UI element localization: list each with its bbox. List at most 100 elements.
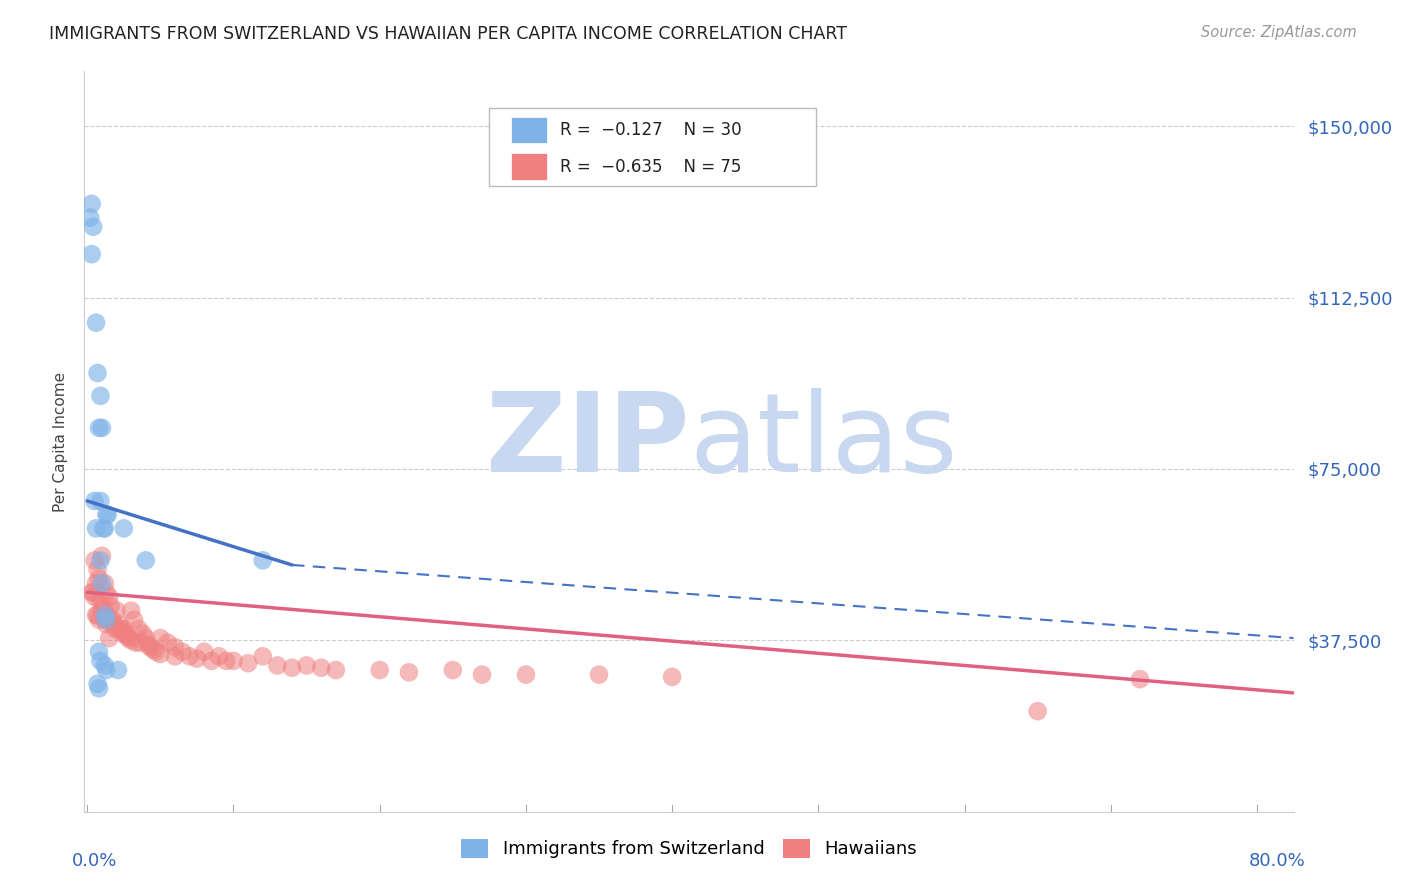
Point bbox=[90, 549, 112, 563]
Text: R =  −0.635    N = 75: R = −0.635 N = 75 bbox=[560, 158, 741, 176]
Text: ZIP: ZIP bbox=[485, 388, 689, 495]
Text: IMMIGRANTS FROM SWITZERLAND VS HAWAIIAN PER CAPITA INCOME CORRELATION CHART: IMMIGRANTS FROM SWITZERLAND VS HAWAIIAN … bbox=[49, 25, 848, 43]
Point bbox=[90, 604, 112, 618]
Point bbox=[101, 613, 124, 627]
FancyBboxPatch shape bbox=[512, 153, 547, 180]
Point bbox=[93, 599, 115, 613]
Point bbox=[96, 508, 118, 522]
Point bbox=[193, 645, 215, 659]
Text: R =  −0.127    N = 30: R = −0.127 N = 30 bbox=[560, 121, 741, 139]
Point bbox=[172, 645, 194, 659]
Point bbox=[129, 635, 152, 649]
Point bbox=[98, 631, 121, 645]
Point bbox=[96, 617, 118, 632]
Point bbox=[87, 421, 110, 435]
Point bbox=[94, 613, 117, 627]
Point bbox=[89, 553, 111, 567]
Point bbox=[84, 316, 107, 330]
Point bbox=[111, 626, 134, 640]
Point bbox=[139, 640, 162, 655]
Point bbox=[441, 663, 464, 677]
FancyBboxPatch shape bbox=[489, 109, 815, 186]
Point bbox=[120, 604, 142, 618]
Point bbox=[105, 604, 128, 618]
Point bbox=[98, 590, 121, 604]
Point bbox=[163, 649, 186, 664]
Point bbox=[87, 613, 110, 627]
Point bbox=[132, 626, 155, 640]
Point bbox=[96, 613, 118, 627]
Point bbox=[149, 647, 172, 661]
Point bbox=[84, 608, 107, 623]
Point bbox=[215, 654, 238, 668]
Point bbox=[83, 590, 105, 604]
Point bbox=[90, 421, 112, 435]
Point bbox=[103, 617, 125, 632]
Point bbox=[135, 553, 157, 567]
Point bbox=[97, 608, 120, 623]
Point bbox=[86, 366, 108, 380]
Point bbox=[588, 667, 610, 681]
Point bbox=[110, 622, 132, 636]
Point bbox=[200, 654, 222, 668]
Point bbox=[80, 197, 103, 211]
Text: Source: ZipAtlas.com: Source: ZipAtlas.com bbox=[1201, 25, 1357, 40]
Point bbox=[186, 651, 208, 665]
Point bbox=[84, 576, 107, 591]
Point bbox=[120, 633, 142, 648]
Point bbox=[89, 494, 111, 508]
Point bbox=[135, 631, 157, 645]
Point bbox=[266, 658, 288, 673]
Point bbox=[127, 622, 149, 636]
Point bbox=[368, 663, 391, 677]
Point bbox=[107, 663, 129, 677]
Point bbox=[149, 631, 172, 645]
Point bbox=[145, 645, 167, 659]
Point bbox=[89, 389, 111, 403]
Point bbox=[82, 585, 104, 599]
Point bbox=[252, 553, 274, 567]
Point bbox=[515, 667, 537, 681]
Point bbox=[1026, 704, 1049, 718]
Point bbox=[115, 629, 138, 643]
Point bbox=[100, 599, 122, 613]
Point bbox=[90, 576, 112, 591]
Point bbox=[94, 576, 117, 591]
FancyBboxPatch shape bbox=[512, 117, 547, 144]
Point bbox=[87, 645, 110, 659]
Point bbox=[208, 649, 231, 664]
Text: atlas: atlas bbox=[689, 388, 957, 495]
Point bbox=[94, 521, 117, 535]
Point bbox=[112, 521, 135, 535]
Point bbox=[281, 661, 304, 675]
Point bbox=[87, 572, 110, 586]
Point bbox=[236, 656, 259, 670]
Point bbox=[83, 553, 105, 567]
Point bbox=[94, 608, 117, 623]
Point bbox=[661, 670, 683, 684]
Point bbox=[80, 585, 103, 599]
Point bbox=[94, 658, 117, 673]
Point bbox=[96, 585, 118, 599]
Point bbox=[252, 649, 274, 664]
Point bbox=[117, 631, 139, 645]
Point bbox=[222, 654, 245, 668]
Point bbox=[87, 681, 110, 696]
Point bbox=[179, 649, 201, 664]
Point bbox=[142, 642, 165, 657]
Point bbox=[104, 622, 127, 636]
Legend: Immigrants from Switzerland, Hawaiians: Immigrants from Switzerland, Hawaiians bbox=[454, 832, 924, 865]
Text: 80.0%: 80.0% bbox=[1249, 853, 1306, 871]
Point bbox=[89, 654, 111, 668]
Point bbox=[471, 667, 494, 681]
Point bbox=[1129, 672, 1152, 686]
Point bbox=[138, 638, 160, 652]
Y-axis label: Per Capita Income: Per Capita Income bbox=[53, 371, 69, 512]
Point bbox=[122, 613, 145, 627]
Point bbox=[114, 626, 136, 640]
Point bbox=[93, 521, 115, 535]
Text: 0.0%: 0.0% bbox=[72, 853, 118, 871]
Point bbox=[163, 640, 186, 655]
Point bbox=[108, 617, 131, 632]
Point bbox=[107, 622, 129, 636]
